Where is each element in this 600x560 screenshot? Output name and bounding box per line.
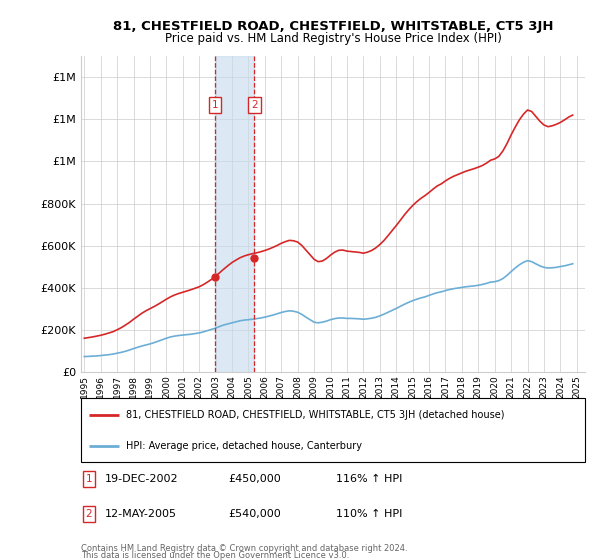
FancyBboxPatch shape: [81, 398, 585, 462]
Text: Contains HM Land Registry data © Crown copyright and database right 2024.: Contains HM Land Registry data © Crown c…: [81, 544, 407, 553]
Text: This data is licensed under the Open Government Licence v3.0.: This data is licensed under the Open Gov…: [81, 551, 349, 560]
Text: 2: 2: [85, 509, 92, 519]
Text: 1: 1: [212, 100, 218, 110]
Text: 19-DEC-2002: 19-DEC-2002: [105, 474, 179, 484]
Text: HPI: Average price, detached house, Canterbury: HPI: Average price, detached house, Cant…: [127, 441, 362, 451]
Text: 1: 1: [85, 474, 92, 484]
Text: 12-MAY-2005: 12-MAY-2005: [105, 509, 177, 519]
Text: £450,000: £450,000: [228, 474, 281, 484]
Text: 81, CHESTFIELD ROAD, CHESTFIELD, WHITSTABLE, CT5 3JH: 81, CHESTFIELD ROAD, CHESTFIELD, WHITSTA…: [113, 20, 553, 32]
Text: 116% ↑ HPI: 116% ↑ HPI: [336, 474, 403, 484]
Text: £540,000: £540,000: [228, 509, 281, 519]
Text: Price paid vs. HM Land Registry's House Price Index (HPI): Price paid vs. HM Land Registry's House …: [164, 32, 502, 45]
Text: 81, CHESTFIELD ROAD, CHESTFIELD, WHITSTABLE, CT5 3JH (detached house): 81, CHESTFIELD ROAD, CHESTFIELD, WHITSTA…: [127, 410, 505, 420]
Bar: [215, 56, 254, 372]
Text: 2: 2: [251, 100, 257, 110]
Text: 110% ↑ HPI: 110% ↑ HPI: [336, 509, 403, 519]
